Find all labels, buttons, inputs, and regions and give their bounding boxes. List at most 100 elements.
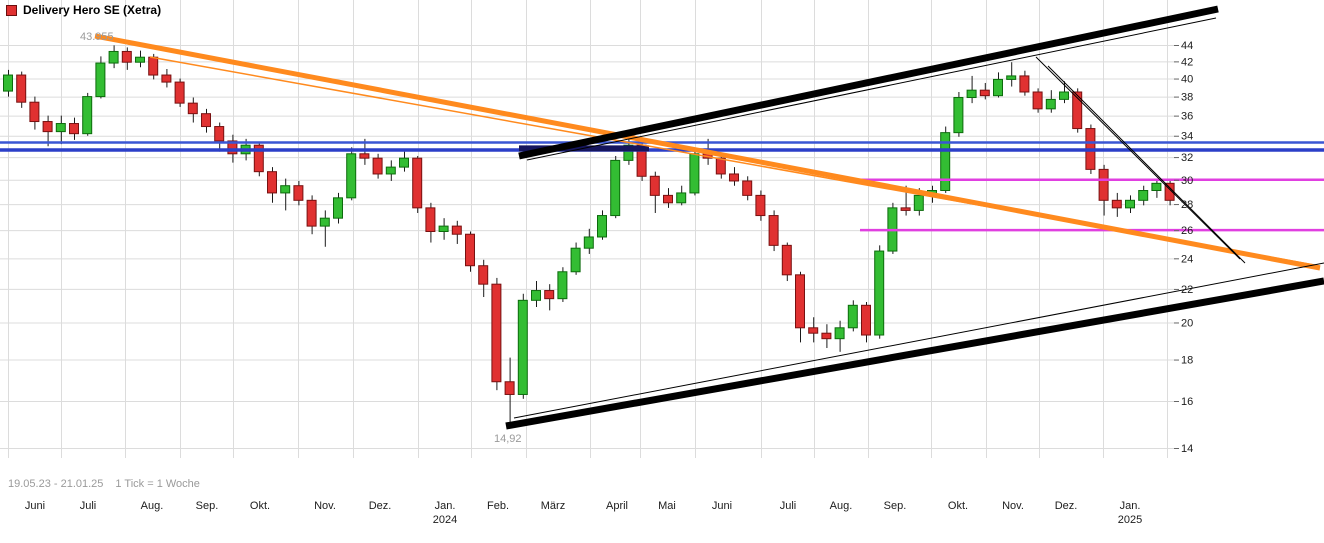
candle-up — [531, 290, 541, 301]
candle-up — [570, 247, 581, 273]
fan-line-1 — [1035, 56, 1241, 260]
candle-down — [451, 225, 462, 235]
candle-up — [517, 299, 528, 395]
candle-up — [913, 194, 924, 211]
candle-up — [1125, 199, 1135, 209]
candle-down — [795, 274, 805, 329]
candle-down — [412, 157, 423, 209]
y-axis-label: 38 — [1181, 92, 1193, 104]
candle-down — [663, 194, 673, 204]
candle-up — [95, 62, 106, 98]
candle-down — [174, 81, 185, 104]
candle-down — [649, 175, 660, 196]
candle-up — [834, 327, 845, 340]
candle-up — [399, 157, 409, 168]
candle-up — [874, 250, 885, 336]
candle-down — [979, 89, 990, 97]
candle-down — [1098, 168, 1109, 201]
candle-up — [346, 153, 357, 199]
x-axis-month-label: Dez. — [1055, 500, 1078, 512]
candle-up — [597, 215, 607, 238]
candle-up — [847, 304, 858, 329]
x-axis-month-label: April — [606, 500, 628, 512]
candle-up — [689, 153, 700, 194]
orange-downtrend — [94, 33, 1321, 271]
candle-up — [583, 236, 594, 249]
candle-down — [42, 121, 53, 133]
y-axis-label: 36 — [1181, 111, 1193, 123]
chart-title: Delivery Hero SE (Xetra) — [23, 3, 162, 17]
x-axis-month-label: Okt. — [948, 500, 968, 512]
y-axis-label: 16 — [1181, 396, 1193, 408]
x-axis-year-label: 2025 — [1118, 514, 1142, 526]
candle-down — [1072, 91, 1083, 130]
candle-down — [755, 194, 766, 217]
candle-down — [267, 171, 277, 194]
candle-down — [227, 140, 238, 155]
candle-down — [900, 207, 911, 211]
candle-down — [161, 74, 172, 83]
candle-down — [465, 233, 475, 267]
x-axis-month-label: Aug. — [141, 500, 164, 512]
candle-up — [438, 225, 449, 233]
candle-up — [55, 123, 66, 133]
candle-down — [544, 290, 555, 300]
y-axis-label: 44 — [1181, 40, 1193, 52]
candle-up — [1006, 75, 1017, 80]
candle-down — [1111, 199, 1122, 209]
wedge-upper-thin — [526, 17, 1217, 161]
x-axis-month-label: Jan. — [1120, 500, 1141, 512]
candle-down — [293, 185, 304, 201]
x-axis-month-label: Sep. — [884, 500, 907, 512]
candle-down — [148, 56, 159, 76]
candle-up — [319, 217, 330, 227]
x-axis-month-label: Nov. — [314, 500, 336, 512]
x-axis-month-label: Mai — [658, 500, 676, 512]
candle-up — [993, 78, 1003, 97]
y-axis-label: 18 — [1181, 355, 1193, 367]
y-axis-label: 28 — [1181, 199, 1193, 211]
candle-up — [333, 197, 343, 219]
candle-down — [29, 101, 40, 123]
wedge-upper — [518, 5, 1219, 160]
date-range-label: 19.05.23 - 21.01.25 — [8, 478, 104, 490]
candle-up — [1151, 182, 1162, 192]
y-axis-label: 22 — [1181, 284, 1193, 296]
candle-down — [729, 173, 739, 182]
candle-down — [781, 244, 792, 276]
x-axis-month-label: Aug. — [830, 500, 853, 512]
x-axis-month-label: Sep. — [196, 500, 219, 512]
candle-up — [557, 271, 568, 300]
candle-up — [953, 97, 964, 134]
candle-up — [966, 89, 977, 99]
series-legend-icon — [6, 4, 17, 16]
candle-down — [359, 153, 370, 159]
candle-down — [201, 113, 211, 128]
candle-up — [385, 166, 396, 175]
y-axis-label: 14 — [1181, 443, 1193, 455]
candle-down — [214, 126, 225, 142]
x-axis-month-label: Juni — [25, 500, 45, 512]
candle-down — [768, 215, 779, 246]
candle-down — [478, 265, 489, 285]
candle-down — [1019, 75, 1030, 93]
candle-down — [306, 199, 317, 227]
y-axis-label: 30 — [1181, 175, 1193, 187]
candle-down — [69, 123, 79, 135]
candle-down — [861, 304, 871, 336]
candle-up — [135, 56, 145, 63]
chart-title-bar: Delivery Hero SE (Xetra) — [6, 3, 161, 17]
x-axis-month-label: März — [541, 500, 565, 512]
candle-down — [425, 207, 436, 233]
fan-line-2 — [1047, 65, 1246, 264]
candle-up — [1059, 91, 1069, 100]
x-axis-month-label: Jan. — [435, 500, 456, 512]
candle-up — [108, 50, 119, 64]
x-axis-year-label: 2024 — [433, 514, 457, 526]
candle-down — [1032, 91, 1043, 110]
candle-up — [676, 192, 687, 204]
y-axis-label: 26 — [1181, 225, 1193, 237]
candle-down — [491, 283, 502, 383]
candle-up — [280, 185, 291, 194]
